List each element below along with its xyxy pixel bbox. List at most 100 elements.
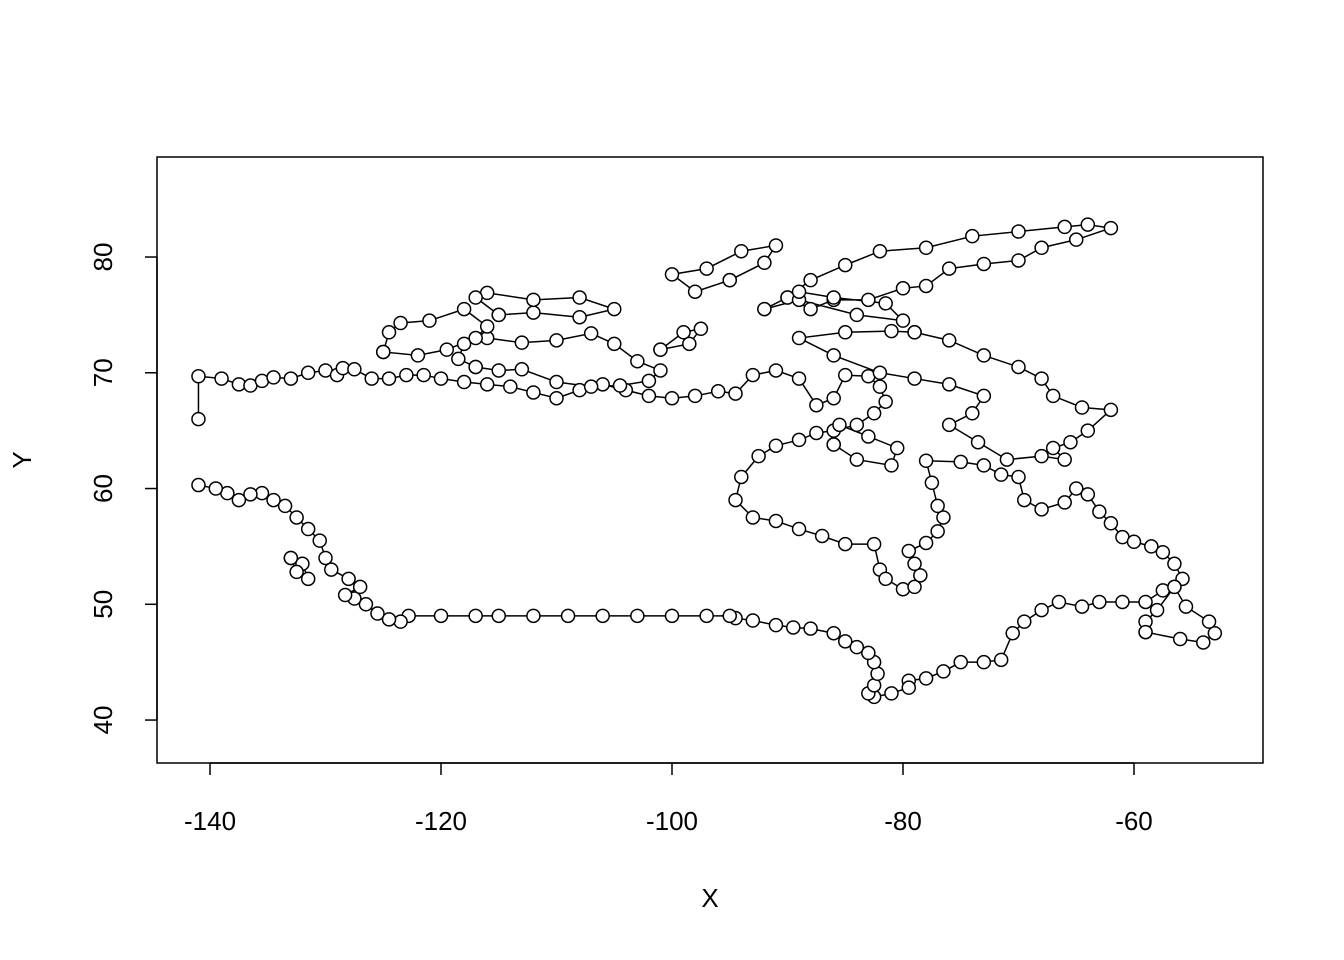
data-point: [572, 309, 587, 325]
data-point: [341, 571, 356, 587]
data-point: [595, 608, 610, 624]
data-point: [918, 671, 934, 686]
data-point: [664, 390, 680, 406]
data-point: [976, 458, 992, 473]
data-point: [676, 325, 691, 340]
data-point: [653, 363, 668, 378]
data-point: [1017, 492, 1032, 508]
data-point: [1068, 481, 1084, 496]
data-point: [930, 524, 945, 539]
data-point: [866, 406, 882, 421]
x-tick-label: -120: [415, 806, 467, 836]
data-point: [907, 556, 922, 572]
data-point: [884, 323, 899, 339]
data-point: [318, 550, 333, 566]
data-point: [1068, 232, 1084, 247]
data-point: [1034, 602, 1049, 618]
data-point: [734, 469, 749, 485]
data-point: [433, 608, 449, 624]
data-point: [381, 371, 397, 386]
data-point: [751, 448, 766, 464]
data-point: [266, 370, 281, 385]
data-point: [699, 608, 714, 624]
data-point: [757, 301, 772, 317]
data-point: [861, 292, 876, 308]
data-point: [1149, 602, 1165, 618]
data-point: [745, 510, 761, 525]
data-point: [768, 617, 784, 633]
data-point: [722, 272, 737, 288]
data-point: [861, 645, 876, 661]
data-point: [791, 432, 807, 448]
data-point: [1045, 440, 1061, 456]
data-point: [451, 351, 466, 367]
data-point: [884, 458, 899, 473]
data-point: [277, 498, 293, 514]
data-point: [607, 301, 622, 317]
data-point: [607, 336, 622, 352]
data-point: [612, 378, 628, 393]
data-point: [970, 434, 986, 450]
data-point: [595, 377, 610, 392]
data-point: [878, 296, 893, 311]
data-point: [526, 385, 541, 400]
data-point: [849, 417, 865, 433]
data-point: [289, 510, 304, 525]
data-point: [866, 536, 882, 552]
data-point: [837, 257, 853, 273]
data-point: [872, 243, 888, 259]
x-axis-label: X: [701, 883, 718, 913]
data-point: [1011, 253, 1026, 268]
data-point: [936, 510, 951, 525]
data-point: [768, 363, 784, 378]
data-point: [889, 440, 905, 456]
data-point: [745, 367, 761, 383]
data-point: [941, 377, 957, 392]
data-point: [468, 330, 483, 346]
y-axis-label: Y: [7, 451, 37, 468]
data-point: [231, 492, 247, 508]
data-point: [786, 620, 801, 635]
data-point: [1063, 434, 1078, 450]
data-point: [791, 284, 807, 299]
data-point: [641, 373, 657, 389]
data-point: [682, 336, 697, 352]
data-point: [491, 608, 507, 624]
y-tick-label: 70: [88, 358, 118, 387]
data-point: [208, 481, 224, 496]
data-point: [337, 587, 353, 603]
data-point: [895, 281, 911, 296]
data-point: [837, 634, 853, 649]
data-point: [312, 533, 327, 548]
data-point: [370, 606, 385, 621]
data-point: [549, 374, 564, 390]
data-point: [514, 362, 530, 377]
data-point: [630, 608, 645, 624]
data-point: [1092, 594, 1107, 610]
data-point: [324, 562, 339, 577]
data-point: [583, 326, 599, 341]
data-point: [1207, 625, 1223, 641]
data-point: [393, 614, 408, 629]
data-point: [641, 388, 657, 404]
data-point: [965, 228, 980, 244]
data-point: [653, 342, 668, 357]
data-point: [699, 261, 714, 276]
data-point: [791, 521, 807, 537]
data-point: [976, 388, 992, 404]
x-tick-label: -100: [646, 806, 698, 836]
data-point: [526, 305, 541, 320]
x-tick-label: -140: [184, 806, 236, 836]
data-point: [549, 333, 564, 348]
data-point: [300, 571, 316, 587]
data-point: [1178, 599, 1194, 614]
data-point: [364, 371, 379, 386]
data-point: [907, 325, 922, 340]
data-point: [941, 333, 957, 348]
data-point: [300, 521, 316, 537]
data-point: [826, 290, 841, 305]
data-point: [809, 425, 824, 441]
data-point: [687, 284, 703, 299]
data-point: [976, 348, 992, 363]
